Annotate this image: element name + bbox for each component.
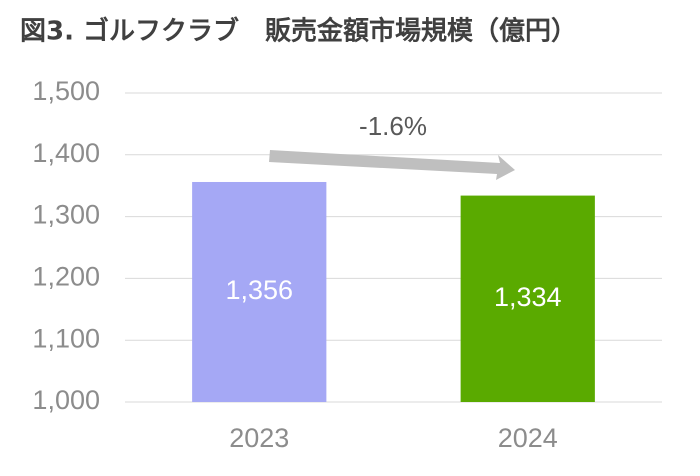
bar [460, 195, 595, 402]
y-tick-label: 1,400 [32, 138, 100, 168]
annotation: -1.6% [359, 111, 427, 141]
chart-title: 図3. ゴルフクラブ 販売金額市場規模（億円） [20, 16, 577, 47]
y-tick-label: 1,200 [32, 262, 100, 292]
value-label: 1,356 [225, 275, 293, 305]
y-tick-label: 1,100 [32, 323, 100, 353]
trend-arrow [269, 150, 515, 180]
x-tick-label: 2023 [229, 423, 289, 453]
x-tick-label: 2024 [498, 423, 558, 453]
y-tick-label: 1,000 [32, 385, 100, 415]
value-label: 1,334 [494, 282, 562, 312]
bar [192, 181, 327, 402]
y-tick-label: 1,300 [32, 200, 100, 230]
y-tick-label: 1,500 [32, 76, 100, 106]
